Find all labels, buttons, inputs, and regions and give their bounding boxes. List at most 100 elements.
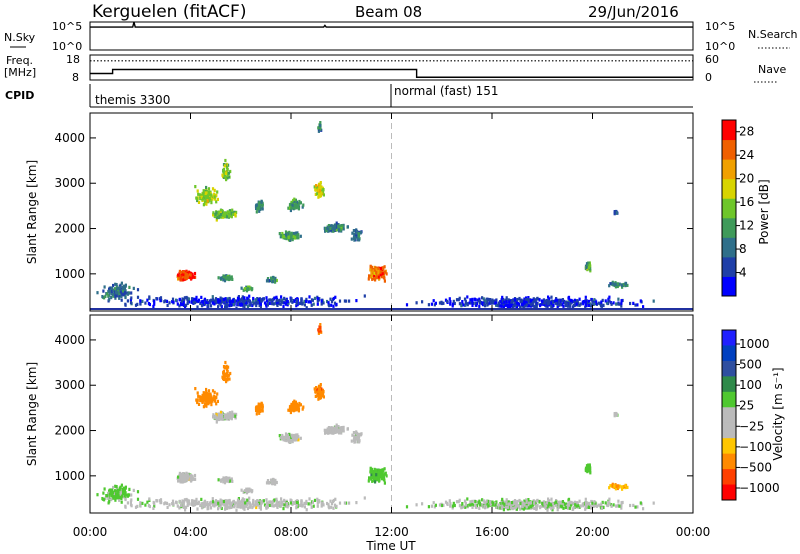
freq-label-line1: Freq. xyxy=(6,54,33,67)
power-colorbar-label-tick: 12 xyxy=(739,219,754,233)
echo-cell xyxy=(505,301,508,305)
echo-cell xyxy=(373,475,376,480)
echo-cell xyxy=(195,500,198,505)
echo-cell xyxy=(568,304,571,308)
echo-cell xyxy=(276,298,279,303)
echo-cell xyxy=(222,369,226,374)
echo-cell xyxy=(165,299,169,303)
echo-cell xyxy=(308,295,311,299)
echo-cell xyxy=(427,303,430,307)
echo-cell xyxy=(294,406,297,410)
echo-cell xyxy=(226,413,229,417)
echo-cell xyxy=(240,488,243,492)
echo-cell xyxy=(305,499,308,503)
echo-cell xyxy=(101,497,104,501)
velocity-colorbar-label-tick: 25 xyxy=(739,399,754,413)
echo-cell xyxy=(460,304,463,308)
echo-cell xyxy=(112,289,115,293)
echo-cell xyxy=(385,474,388,478)
echo-cell xyxy=(516,499,519,504)
echo-cell xyxy=(275,278,278,283)
echo-cell xyxy=(471,300,474,304)
echo-cell xyxy=(222,297,225,302)
echo-cell xyxy=(226,499,229,503)
echo-cell xyxy=(642,305,645,309)
echo-cell xyxy=(197,394,200,398)
echo-cell xyxy=(218,214,221,218)
echo-cell xyxy=(554,501,557,505)
echo-cell xyxy=(241,499,244,504)
echo-cell xyxy=(197,298,200,302)
echo-cell xyxy=(116,286,119,290)
echo-cell xyxy=(206,199,209,203)
echo-cell xyxy=(309,502,312,506)
echo-cell xyxy=(255,210,258,214)
echo-cell xyxy=(299,234,302,238)
echo-cell xyxy=(609,301,612,305)
echo-cell xyxy=(359,231,362,235)
echo-cell xyxy=(510,299,514,303)
echo-cell xyxy=(333,227,337,231)
echo-cell xyxy=(206,401,209,405)
echo-cell xyxy=(136,490,140,494)
echo-cell xyxy=(113,292,116,296)
echo-cell xyxy=(319,181,322,185)
echo-cell xyxy=(189,477,192,481)
echo-cell xyxy=(193,275,196,279)
echo-cell xyxy=(327,229,330,233)
echo-cell xyxy=(209,506,213,510)
echo-cell xyxy=(567,304,570,308)
echo-cell xyxy=(485,297,488,301)
echo-cell xyxy=(335,221,338,225)
echo-cell xyxy=(211,389,215,393)
echo-cell xyxy=(297,236,300,240)
echo-cell xyxy=(200,497,203,501)
echo-cell xyxy=(230,417,233,421)
echo-cell xyxy=(302,405,305,409)
echo-cell xyxy=(297,205,300,209)
echo-cell xyxy=(199,301,202,306)
echo-cell xyxy=(358,440,361,444)
echo-cell xyxy=(452,299,455,303)
echo-cell xyxy=(527,296,530,300)
echo-cell xyxy=(284,504,288,508)
echo-cell xyxy=(276,301,279,305)
cpid-segment-2: normal (fast) 151 xyxy=(394,84,498,98)
echo-cell xyxy=(590,505,593,509)
echo-cell xyxy=(518,498,521,503)
echo-cell xyxy=(484,501,487,505)
echo-cell xyxy=(288,203,292,207)
echo-cell xyxy=(489,299,492,303)
echo-cell xyxy=(280,497,283,501)
echo-cell xyxy=(471,297,474,301)
echo-cell xyxy=(474,505,477,509)
echo-cell xyxy=(121,287,124,291)
echo-cell xyxy=(615,302,618,306)
echo-cell xyxy=(574,503,577,507)
echo-cell xyxy=(536,302,539,306)
echo-cell xyxy=(231,208,234,212)
echo-cell xyxy=(353,440,356,444)
echo-cell xyxy=(189,273,192,277)
echo-cell xyxy=(331,226,335,230)
echo-cell xyxy=(491,500,494,504)
echo-cell xyxy=(182,270,185,274)
echo-cell xyxy=(205,189,208,193)
echo-cell xyxy=(216,392,219,396)
echo-cell xyxy=(202,405,205,409)
power-colorbar-cell xyxy=(722,198,736,219)
echo-cell xyxy=(290,408,293,412)
echo-cell xyxy=(111,292,114,296)
echo-cell xyxy=(225,166,229,170)
echo-cell xyxy=(270,500,273,504)
power-colorbar-label-tick: 20 xyxy=(739,172,754,186)
echo-cell xyxy=(289,238,292,242)
echo-cell xyxy=(192,503,195,507)
echo-cell xyxy=(297,407,300,411)
echo-cell xyxy=(557,301,560,305)
echo-cell xyxy=(569,501,573,505)
echo-cell xyxy=(210,201,213,205)
echo-cell xyxy=(568,503,571,507)
echo-cell xyxy=(629,503,632,508)
